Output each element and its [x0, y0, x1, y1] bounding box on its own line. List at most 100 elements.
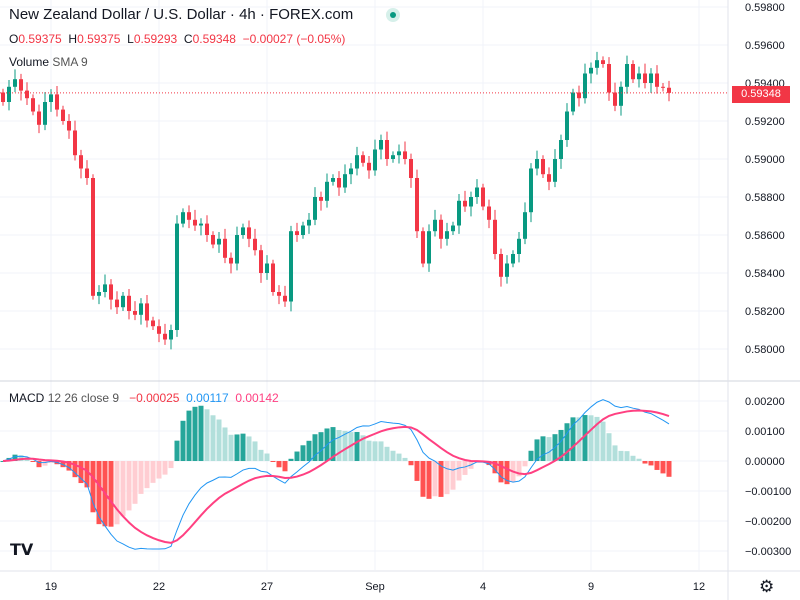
macd-histogram-bar [342, 430, 348, 461]
macd-histogram-bar [0, 461, 6, 462]
candle-body [277, 292, 281, 296]
macd-histogram-bar [630, 455, 636, 461]
candle-body [235, 235, 239, 264]
candle-body [157, 326, 161, 334]
macd-histogram-bar [456, 461, 462, 481]
macd-histogram-bar [12, 454, 18, 461]
candle-body [613, 92, 617, 106]
candle-body [541, 159, 545, 175]
candle-body [229, 257, 233, 264]
candle-body [49, 94, 53, 102]
candle-body [547, 174, 551, 182]
macd-histogram-bar [276, 461, 282, 468]
candle-body [559, 140, 563, 159]
macd-histogram-bar [516, 461, 522, 477]
candle-body [103, 284, 107, 292]
macd-histogram-bar [498, 461, 504, 483]
candle-body [511, 254, 515, 264]
candle-body [607, 64, 611, 93]
macd-histogram-bar [282, 461, 288, 472]
candle-body [475, 187, 479, 197]
macd-histogram-bar [360, 435, 366, 461]
macd-histogram-bar [486, 461, 492, 466]
macd-histogram-bar [612, 445, 618, 461]
candle-body [79, 155, 83, 169]
candle-body [463, 200, 467, 207]
macd-histogram-bar [366, 440, 372, 461]
macd-histogram-bar [174, 440, 180, 461]
macd-histogram-bar [192, 406, 198, 461]
candle-body [187, 212, 191, 220]
macd-histogram-bar [108, 461, 114, 527]
candle-body [565, 111, 569, 140]
macd-histogram-bar [660, 461, 666, 474]
gear-icon[interactable]: ⚙ [759, 577, 775, 596]
macd-legend[interactable]: MACD 12 26 close 9 −0.00025 0.00117 0.00… [9, 391, 279, 405]
macd-histogram-bar [390, 450, 396, 461]
candle-body [391, 155, 395, 159]
tradingview-logo[interactable]: 𝗧𝗩 [10, 542, 34, 559]
macd-histogram-bar [420, 461, 426, 497]
candle-body [139, 303, 143, 315]
macd-histogram-bar [114, 461, 120, 525]
candle-body [601, 60, 605, 64]
macd-histogram-bar [138, 461, 144, 494]
candle-body [55, 94, 59, 110]
candle-body [427, 231, 431, 264]
macd-histogram-bar [354, 431, 360, 461]
macd-hist-value: −0.00025 [129, 391, 180, 405]
macd-histogram-bar [504, 461, 510, 485]
macd-histogram-bar [414, 461, 420, 481]
candle-body [439, 219, 443, 239]
macd-histogram-bar [372, 441, 378, 461]
macd-histogram-bar [666, 461, 672, 477]
time-tick: 4 [480, 581, 486, 593]
macd-histogram-bar [294, 451, 300, 461]
macd-histogram-bar [264, 453, 270, 461]
time-tick: 9 [588, 581, 594, 593]
signal-line [2, 409, 670, 544]
candle-body [85, 168, 89, 178]
candle-body [61, 109, 65, 121]
candle-body [637, 73, 641, 80]
macd-tick: 0.00100 [745, 426, 785, 438]
price-tick: 0.58600 [745, 230, 785, 242]
candle-body [19, 79, 23, 91]
candle-body [253, 238, 257, 251]
candle-body [373, 149, 377, 171]
candle-body [307, 219, 311, 226]
symbol-title[interactable]: New Zealand Dollar / U.S. Dollar · 4h · … [9, 6, 354, 23]
candle-body [355, 155, 359, 169]
macd-histogram-bar [462, 461, 468, 475]
candle-body [247, 227, 251, 239]
candle-body [343, 174, 347, 188]
candle-body [7, 86, 11, 102]
volume-indicator-legend[interactable]: Volume SMA 9 [9, 55, 88, 69]
volume-label: Volume [9, 55, 50, 69]
candle-body [469, 197, 473, 207]
macd-tick: −0.00200 [745, 516, 791, 528]
macd-histogram-bar [186, 410, 192, 461]
macd-histogram-bar [270, 461, 276, 462]
candle-body [379, 140, 383, 150]
candle-body [181, 212, 185, 224]
high-label: H [68, 32, 78, 46]
candle-body [289, 231, 293, 302]
candle-body [301, 225, 305, 235]
macd-tick: −0.00300 [745, 546, 791, 558]
macd-histogram-bar [582, 415, 588, 461]
candle-body [361, 155, 365, 163]
macd-histogram-bar [306, 440, 312, 461]
macd-value: 0.00117 [186, 391, 229, 405]
candle-body [367, 162, 371, 171]
market-status-icon[interactable] [386, 8, 400, 22]
candle-body [403, 151, 407, 159]
macd-line [2, 399, 670, 550]
candle-body [169, 330, 173, 340]
macd-histogram-bar [588, 415, 594, 461]
price-tick: 0.58400 [745, 268, 785, 280]
candle-body [223, 238, 227, 258]
macd-histogram-bar [210, 415, 216, 461]
macd-tick: 0.00200 [745, 396, 785, 408]
